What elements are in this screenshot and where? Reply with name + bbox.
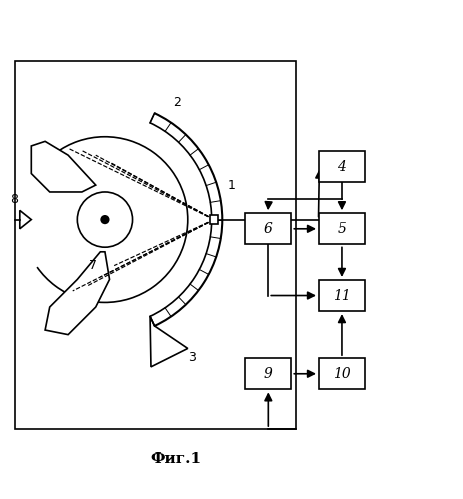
- Text: 7: 7: [89, 258, 97, 271]
- Text: 2: 2: [173, 96, 181, 109]
- FancyBboxPatch shape: [319, 151, 365, 182]
- FancyBboxPatch shape: [319, 358, 365, 389]
- FancyBboxPatch shape: [210, 215, 218, 224]
- Text: 8: 8: [10, 193, 18, 206]
- Text: 1: 1: [228, 179, 236, 192]
- Text: 6: 6: [264, 222, 273, 236]
- Text: 3: 3: [188, 351, 196, 364]
- Text: 11: 11: [333, 288, 351, 302]
- FancyBboxPatch shape: [245, 358, 291, 389]
- Text: 4: 4: [338, 160, 346, 174]
- Polygon shape: [31, 141, 96, 192]
- Circle shape: [77, 192, 132, 247]
- FancyBboxPatch shape: [319, 213, 365, 245]
- Text: Фиг.1: Фиг.1: [151, 452, 202, 466]
- FancyBboxPatch shape: [319, 280, 365, 311]
- Text: 10: 10: [333, 367, 351, 381]
- Text: 5: 5: [338, 222, 346, 236]
- Circle shape: [100, 215, 110, 224]
- Text: 9: 9: [264, 367, 273, 381]
- FancyBboxPatch shape: [245, 213, 291, 245]
- Polygon shape: [45, 252, 110, 335]
